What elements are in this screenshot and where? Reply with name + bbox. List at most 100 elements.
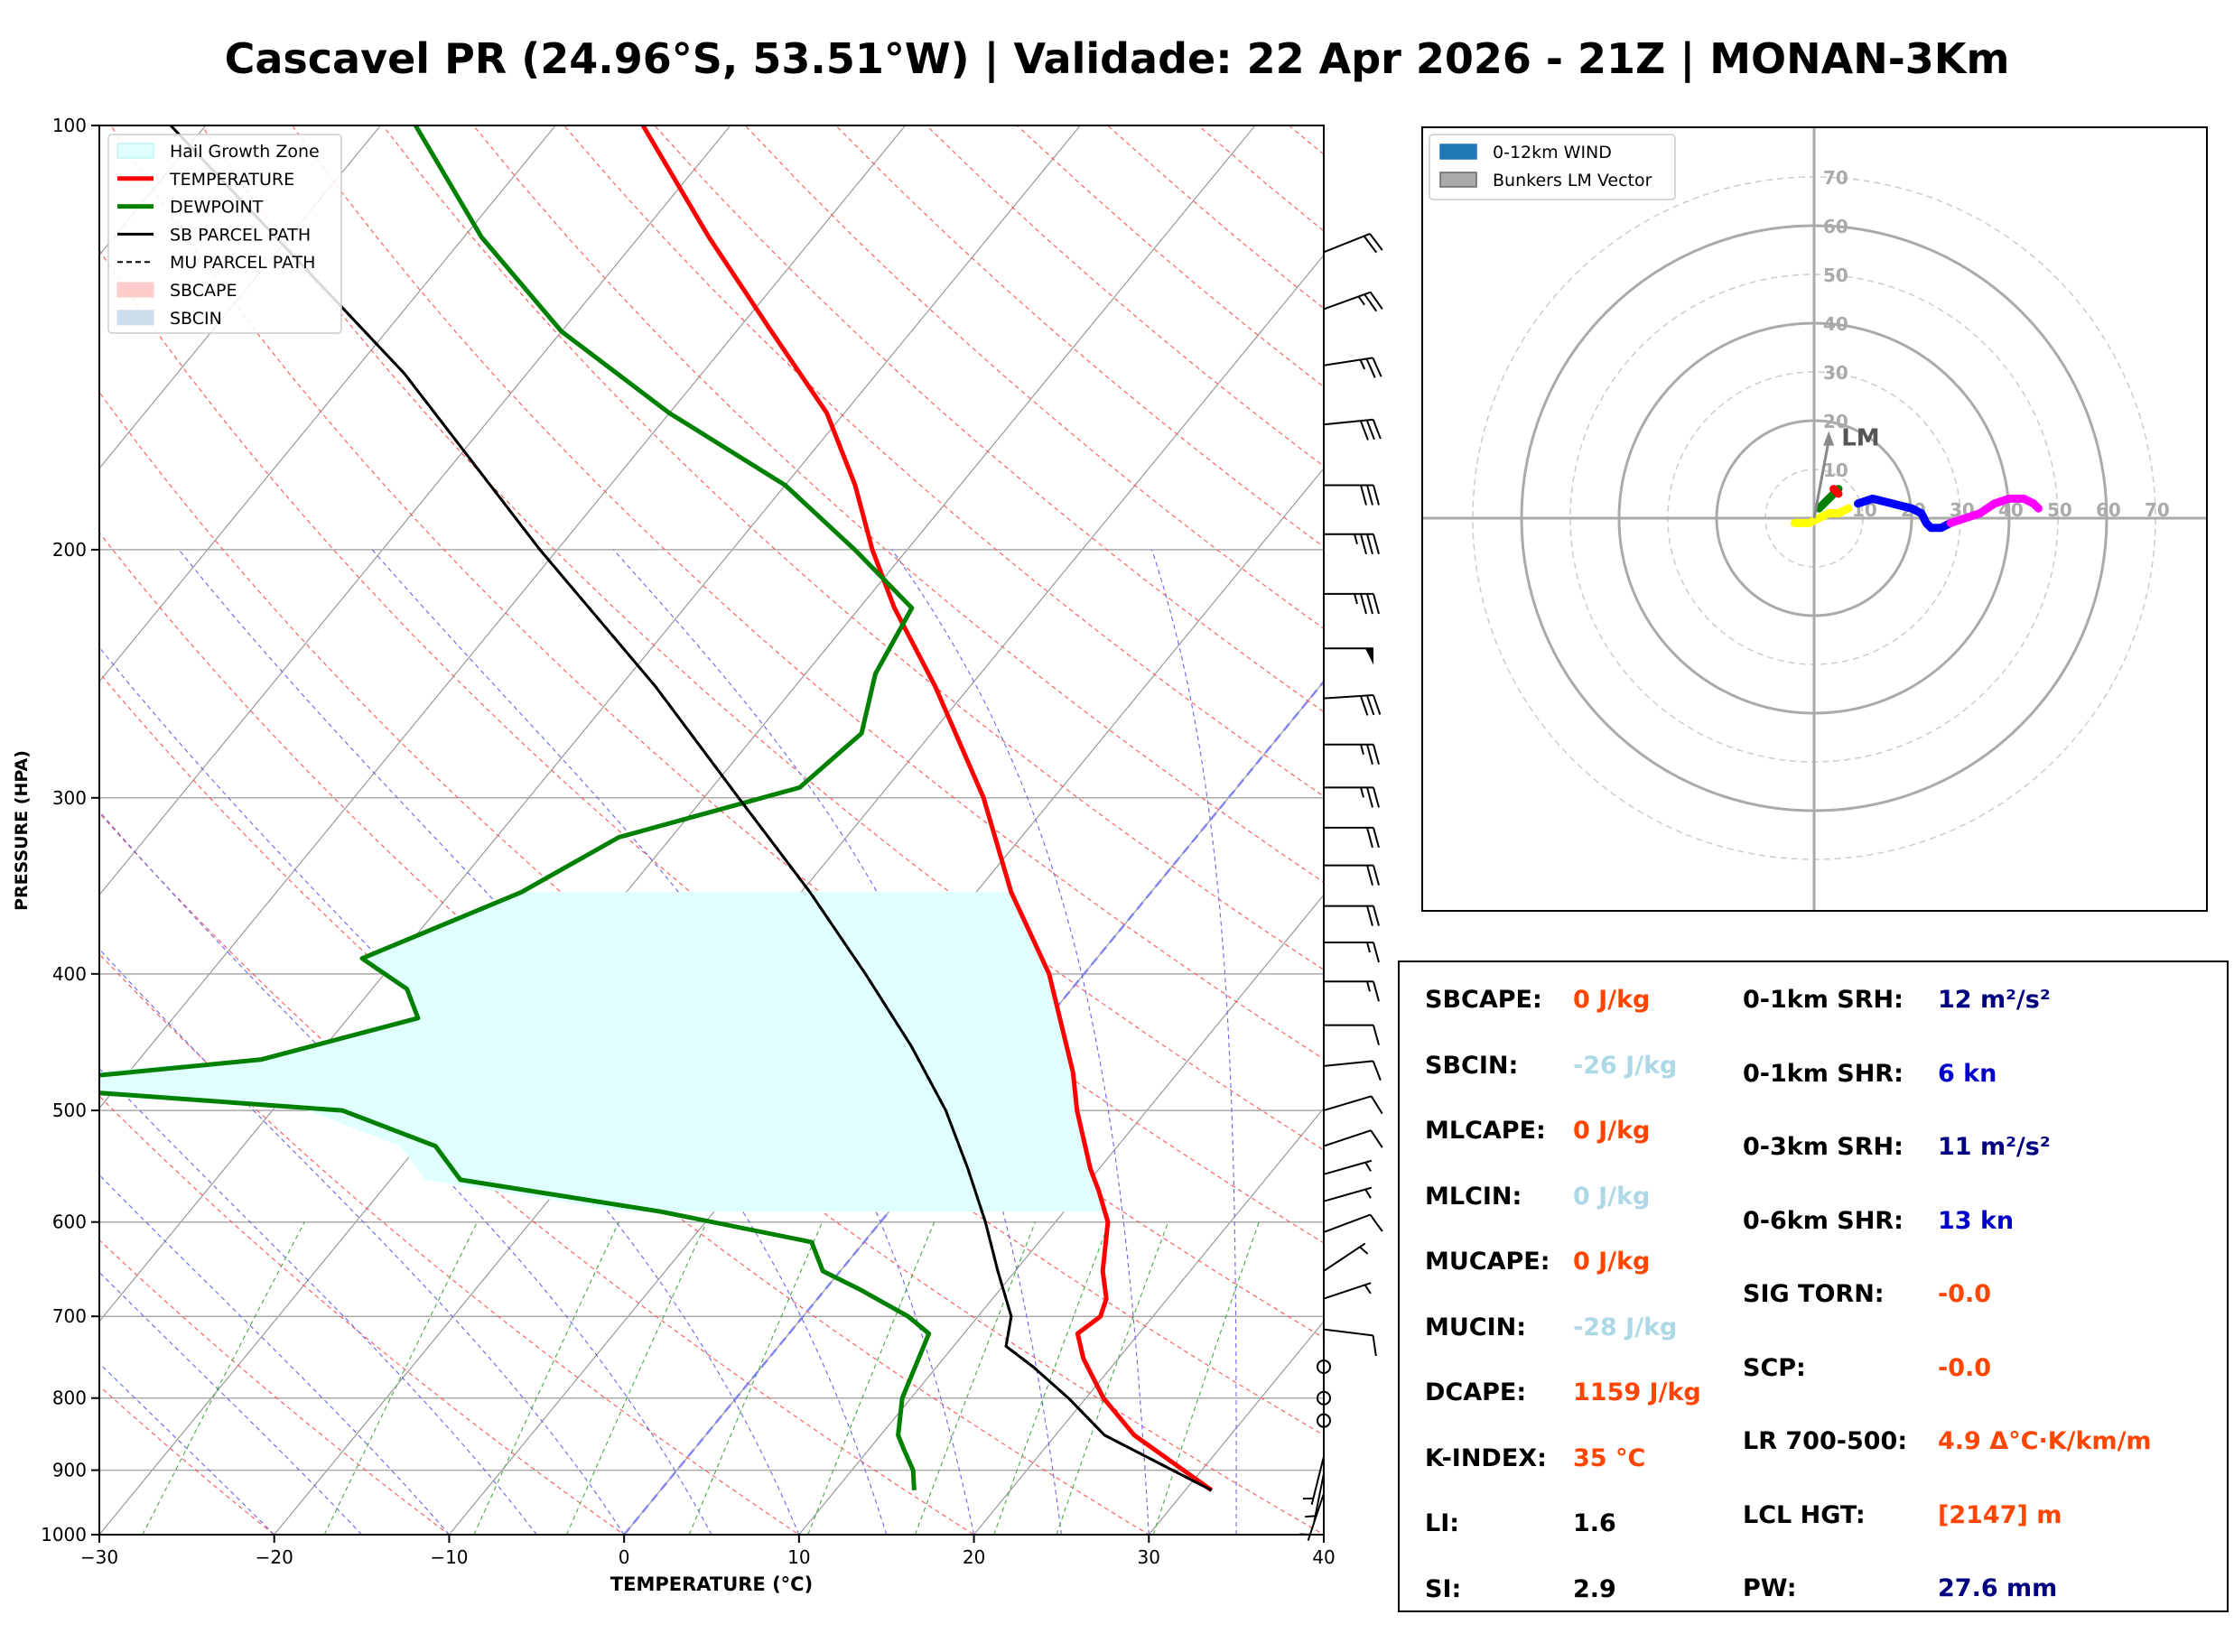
x-tick-label: −20	[256, 1546, 293, 1568]
bunkers-lm-vector	[1812, 440, 1830, 519]
barb-half	[1360, 744, 1364, 756]
dry-adiabat-line	[472, 125, 1324, 884]
index-label: PW:	[1743, 1574, 1797, 1602]
barb-shaft	[1323, 418, 1373, 426]
barb-shaft	[1323, 1060, 1373, 1067]
moist-adiabat-line	[99, 1067, 537, 1535]
barb-full	[1366, 827, 1373, 849]
dry-adiabat-line	[99, 672, 1150, 1535]
legend-entry: SBCAPE	[170, 281, 237, 301]
hodograph-frame	[1421, 126, 2208, 912]
index-label: DCAPE:	[1425, 1378, 1527, 1406]
barb-half	[1354, 534, 1358, 545]
barb-full	[1370, 1129, 1383, 1148]
skew-t-legend: Hail Growth Zone TEMPERATURE DEWPOINT SB PA…	[107, 134, 342, 334]
barb-shaft	[1323, 1129, 1372, 1147]
barb-shaft	[1323, 1213, 1371, 1233]
index-value: 0 J/kg	[1573, 1182, 1651, 1211]
wind-barb	[1323, 1242, 1369, 1272]
barb-pennant	[1365, 648, 1373, 665]
barb-full	[1366, 905, 1373, 926]
index-label: MLCIN:	[1425, 1182, 1522, 1211]
barb-shaft	[1323, 357, 1373, 367]
dry-adiabat-line	[99, 1385, 275, 1535]
barb-full	[1369, 1214, 1383, 1232]
legend-entry: MU PARCEL PATH	[170, 253, 315, 273]
barb-full	[1372, 1061, 1382, 1081]
isotherm-line	[973, 1107, 1324, 1535]
dry-adiabat-line	[110, 125, 1324, 1244]
index-label: 0-6km SHR:	[1743, 1206, 1904, 1235]
isotherm-line	[99, 125, 1081, 1323]
wind-barb	[1324, 864, 1380, 886]
barb-shaft	[1310, 1456, 1325, 1505]
hodograph-segment	[1790, 504, 1853, 527]
wind-barb	[1323, 1060, 1382, 1081]
barb-full	[1373, 942, 1380, 963]
dry-adiabat-line	[99, 812, 975, 1535]
barb-full	[1360, 593, 1367, 615]
barb-half	[1360, 787, 1364, 798]
mixing-ratio-line	[993, 1221, 1111, 1535]
calm-circle	[1317, 1390, 1331, 1406]
skew-t-profiles	[99, 125, 1214, 1492]
barb-full	[1366, 787, 1373, 808]
index-value: 0 J/kg	[1573, 1117, 1651, 1145]
barb-full	[1366, 865, 1373, 886]
legend-box	[107, 134, 342, 334]
dry-adiabat-line	[382, 125, 1324, 970]
dry-adiabat-line	[99, 532, 1324, 1535]
barb-full	[1365, 695, 1375, 716]
barb-full	[1373, 744, 1380, 766]
barb-full	[1359, 420, 1369, 441]
barb-half	[1364, 1189, 1372, 1199]
y-tick-label: 700	[52, 1305, 87, 1327]
wind-barb	[1324, 1024, 1380, 1045]
barb-full	[1373, 827, 1380, 849]
isotherm-line	[448, 467, 1324, 1535]
mixing-ratio-line	[914, 1221, 1037, 1535]
wind-barb	[1305, 1473, 1325, 1523]
barb-half	[1366, 980, 1371, 992]
isotherm-line	[798, 894, 1324, 1535]
legend-entry: Bunkers LM Vector	[1493, 171, 1652, 190]
mixing-ratio-line	[142, 1221, 305, 1535]
barb-shaft	[1323, 1328, 1373, 1337]
barb-full	[1366, 534, 1373, 555]
moist-adiabat-line	[99, 1362, 275, 1535]
barb-full	[1365, 420, 1375, 441]
index-label: MLCAPE:	[1425, 1117, 1546, 1145]
isotherm-line	[99, 125, 381, 469]
barb-shaft	[1313, 1473, 1325, 1523]
index-value: 27.6 mm	[1938, 1574, 2058, 1602]
hodograph-ring-label: 70	[1823, 167, 1848, 189]
wind-barb	[1317, 1359, 1331, 1374]
wind-barb	[1323, 418, 1382, 441]
barb-shaft	[1323, 1282, 1372, 1300]
barb-shaft	[1323, 1159, 1373, 1175]
mixing-ratio-line	[323, 1221, 478, 1535]
wind-barb	[1324, 592, 1380, 615]
index-value: 6 kn	[1938, 1059, 1997, 1088]
dry-adiabat-line	[99, 1239, 451, 1535]
x-tick-label: −30	[80, 1546, 118, 1568]
x-axis-label: TEMPERATURE (°C)	[610, 1573, 813, 1595]
index-value: 2.9	[1573, 1574, 1616, 1603]
barb-half	[1364, 1162, 1372, 1172]
index-label: SBCAPE:	[1425, 986, 1542, 1014]
y-tick-label: 500	[52, 1100, 87, 1121]
barb-full	[1372, 419, 1382, 440]
moist-adiabat-line	[99, 810, 712, 1535]
wind-barb	[1324, 647, 1373, 665]
legend-box	[1429, 134, 1676, 200]
hodograph-ring-label: 70	[2145, 499, 2170, 521]
wind-barb	[1317, 1390, 1331, 1406]
barb-half	[1299, 1533, 1310, 1536]
mixing-ratio-line	[807, 1221, 935, 1535]
skew-t-frame	[98, 125, 1325, 1536]
hail-growth-zone	[99, 892, 1105, 1212]
hodograph-ring-label: 60	[2096, 499, 2121, 521]
barb-shaft	[1323, 1095, 1372, 1112]
index-value: 1.6	[1573, 1509, 1616, 1537]
